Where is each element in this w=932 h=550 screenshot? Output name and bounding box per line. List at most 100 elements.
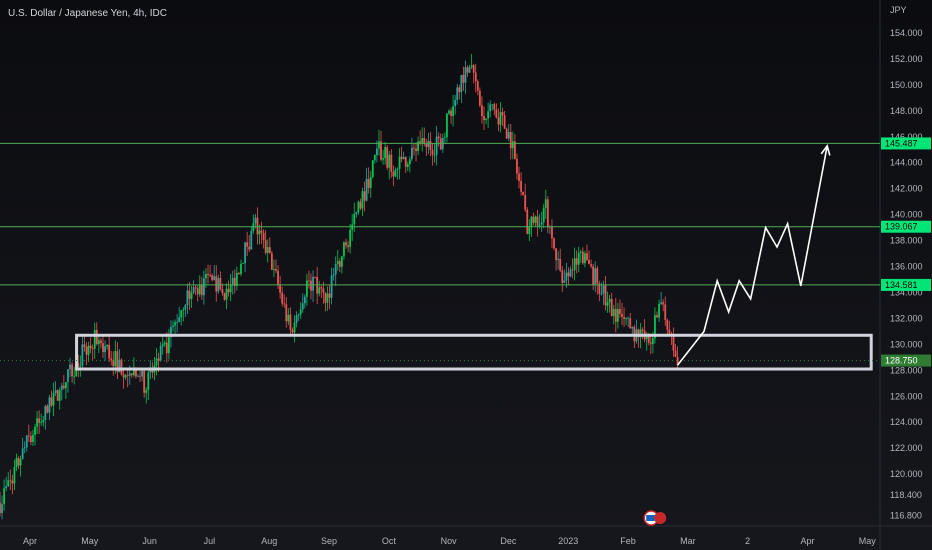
candle-body <box>378 141 380 149</box>
candle-body <box>647 333 650 343</box>
candle-body <box>116 351 119 373</box>
candle-body <box>330 275 333 298</box>
candle-body <box>347 245 349 248</box>
candle-body <box>46 405 49 413</box>
candle-body <box>359 201 362 209</box>
flag-icon <box>646 515 657 521</box>
candle-body <box>625 318 628 320</box>
candle-body <box>285 304 288 322</box>
x-tick-label: Apr <box>23 536 37 546</box>
candle-body <box>573 258 576 271</box>
candle-body <box>106 344 108 347</box>
candle-body <box>365 178 368 201</box>
x-tick-label: Oct <box>382 536 397 546</box>
y-tick-label: 140.000 <box>890 210 923 220</box>
candle-body <box>326 293 329 303</box>
candle-body <box>651 338 654 344</box>
candle-body <box>231 277 234 286</box>
candle-body <box>493 104 496 110</box>
y-tick-label: 142.000 <box>890 184 923 194</box>
candle-body <box>58 390 61 401</box>
candle-body <box>240 263 242 274</box>
candle-body <box>386 147 389 168</box>
candle-body <box>497 117 500 125</box>
candle-body <box>332 274 335 276</box>
candle-body <box>85 346 88 355</box>
candle-body <box>522 191 525 196</box>
candle-body <box>196 288 199 295</box>
x-tick-label: May <box>81 536 99 546</box>
y-tick-label: 144.000 <box>890 158 923 168</box>
candle-body <box>349 229 352 248</box>
candle-body <box>13 467 16 484</box>
x-tick-label: Jul <box>204 536 216 546</box>
candle-body <box>97 340 100 345</box>
candle-body <box>536 216 539 226</box>
candle-body <box>38 418 41 423</box>
candle-body <box>501 112 504 116</box>
candle-body <box>664 304 667 320</box>
level-price-tag <box>881 220 931 233</box>
candle-body <box>466 67 469 73</box>
candle-body <box>264 240 267 253</box>
candle-body <box>260 230 263 233</box>
y-tick-label: 116.800 <box>890 511 922 521</box>
candle-body <box>248 246 251 250</box>
candle-body <box>205 274 207 279</box>
candle-body <box>452 106 455 117</box>
candle-body <box>200 284 203 296</box>
candle-body <box>598 283 601 294</box>
candle-body <box>91 348 94 349</box>
candle-body <box>429 140 432 150</box>
candle-body <box>404 157 407 167</box>
candle-body <box>190 292 193 299</box>
candle-body <box>157 358 160 361</box>
candle-body <box>656 315 658 318</box>
candle-body <box>165 342 168 354</box>
symbol-title: U.S. Dollar / Japanese Yen, 4h, IDC <box>8 8 167 19</box>
candle-body <box>474 72 477 82</box>
candle-body <box>538 224 541 226</box>
candle-body <box>402 157 405 160</box>
candle-body <box>126 375 129 377</box>
candle-body <box>499 112 502 125</box>
level-price-label: 134.581 <box>885 280 918 290</box>
candle-body <box>299 309 302 315</box>
candle-body <box>614 309 617 322</box>
candle-body <box>616 309 619 322</box>
candle-body <box>534 216 537 223</box>
candle-body <box>672 334 675 351</box>
candle-body <box>544 199 547 208</box>
candle-body <box>627 318 630 320</box>
candle-body <box>229 285 232 293</box>
candle-body <box>198 284 201 295</box>
y-tick-label: 122.000 <box>890 443 923 453</box>
candle-body <box>437 136 440 139</box>
candle-body <box>128 373 131 376</box>
candle-body <box>163 342 166 345</box>
y-tick-label: 118.400 <box>890 490 922 500</box>
candle-body <box>340 256 343 267</box>
candle-body <box>425 144 428 148</box>
y-tick-label: 150.000 <box>890 80 923 90</box>
candle-body <box>93 329 96 349</box>
candle-body <box>487 111 490 119</box>
candle-body <box>478 90 481 106</box>
candle-body <box>483 116 485 121</box>
candle-body <box>287 314 290 322</box>
candle-body <box>454 100 457 107</box>
candle-body <box>637 329 640 338</box>
candle-body <box>244 242 246 264</box>
candle-body <box>443 137 446 139</box>
candle-body <box>155 358 158 366</box>
candle-body <box>283 303 286 305</box>
support-zone <box>75 333 873 371</box>
candle-body <box>11 480 14 484</box>
candle-body <box>338 260 341 267</box>
candle-body <box>334 264 337 275</box>
candle-body <box>460 75 463 93</box>
candle-body <box>371 160 374 178</box>
candle-body <box>376 148 378 156</box>
